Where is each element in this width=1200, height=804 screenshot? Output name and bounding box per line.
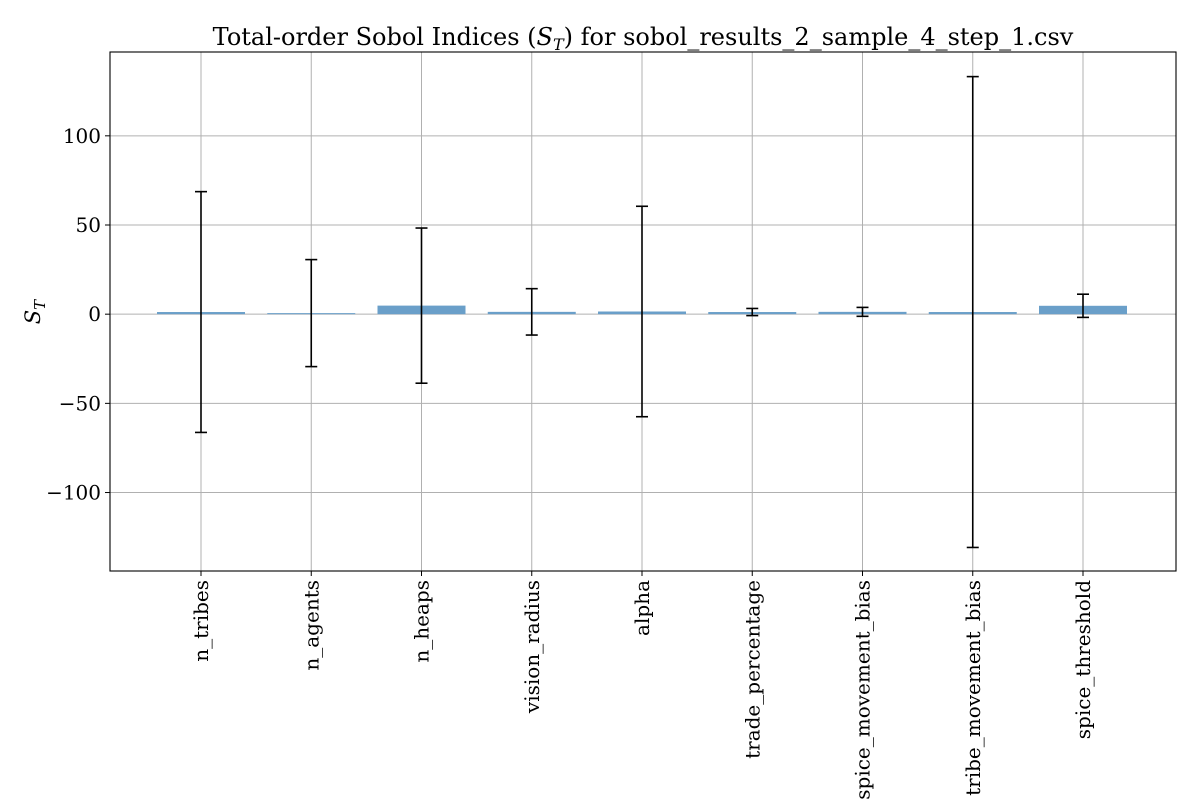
chart-title-tail: ) for sobol_results_2_sample_4_step_1.cs… <box>564 23 1074 51</box>
y-tick-label: −50 <box>59 391 101 415</box>
x-tick-label: tribe_movement_bias <box>961 580 985 796</box>
y-axis-label-subscript: T <box>31 299 49 310</box>
plot-frame <box>109 51 1177 572</box>
chart-title-main: Total-order Sobol Indices ( <box>213 23 537 51</box>
y-tick-label: −100 <box>46 481 101 505</box>
y-tick-label: 50 <box>76 213 101 237</box>
x-tick-label: n_tribes <box>189 580 213 662</box>
error-bar-trade-percentage <box>746 307 759 317</box>
y-axis-label-symbol: S <box>21 310 45 324</box>
x-tick-label: spice_threshold <box>1071 580 1095 739</box>
error-bar-tribe-movement-bias <box>966 75 979 549</box>
x-tick-label: n_heaps <box>410 580 434 663</box>
error-bar-n-heaps <box>415 227 428 384</box>
error-bar-spice-movement-bias <box>856 306 869 318</box>
error-bar-alpha <box>636 205 648 418</box>
chart-title-symbol: S <box>537 23 553 51</box>
error-bar-n-agents <box>305 258 318 368</box>
y-axis-label: ST <box>21 299 49 324</box>
x-tick-label: trade_percentage <box>740 580 764 759</box>
error-bar-spice-threshold <box>1077 293 1089 319</box>
x-tick-label: vision_radius <box>520 580 544 714</box>
x-tick-label: n_agents <box>299 580 323 671</box>
error-bar-n-tribes <box>195 190 207 434</box>
x-tick-label: alpha <box>630 580 654 636</box>
x-tick-layer: n_tribes n_agents n_heaps vision_radius alph… <box>189 571 1095 800</box>
chart-title-subscript: T <box>553 35 565 54</box>
y-tick-label: 0 <box>88 302 101 326</box>
y-tick-label: 100 <box>63 124 101 148</box>
chart-title: Total-order Sobol Indices (ST) for sobol… <box>213 23 1074 54</box>
error-bar-vision-radius <box>525 287 538 336</box>
x-tick-label: spice_movement_bias <box>851 580 875 800</box>
y-tick-layer: −100 −50 0 50 100 <box>46 124 110 505</box>
error-bar-layer <box>195 75 1089 549</box>
